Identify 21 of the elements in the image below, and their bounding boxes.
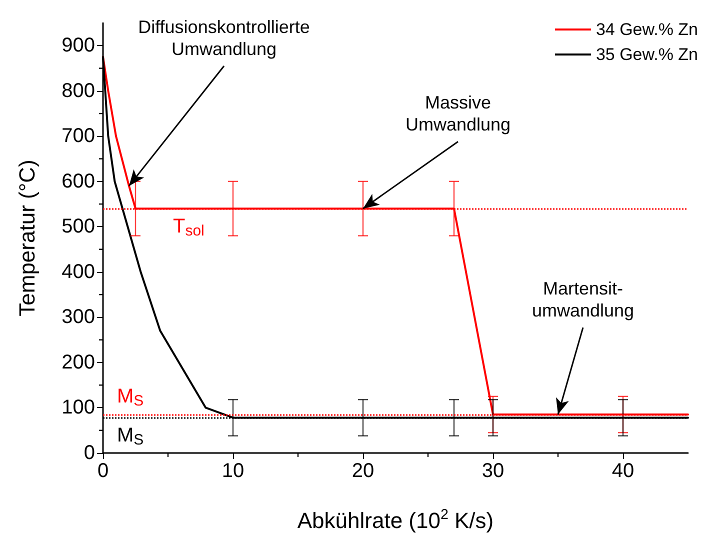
y-tick-label: 600 [62,170,95,192]
annotation: Diffusionskontrollierte Umwandlung [138,17,310,59]
y-tick-label: 100 [62,396,95,419]
y-tick-label: 200 [62,351,95,374]
y-axis-title: Temperatur (°C) [14,160,40,316]
legend-label: 35 Gew.% Zn [596,45,698,64]
y-tick-label: 300 [62,306,95,328]
y-tick-label: 800 [62,80,95,102]
x-tick-label: 40 [612,460,634,482]
y-tick-label: 0 [84,442,95,464]
y-tick-label: 900 [62,34,95,57]
x-tick-label: 10 [222,460,244,482]
legend-label: 34 Gew.% Zn [596,20,698,39]
annotation: Martensit- umwandlung [532,278,634,321]
y-tick-label: 400 [62,260,95,283]
x-tick-label: 0 [97,460,109,482]
y-tick-label: 500 [62,216,95,238]
annotation: Massive Umwandlung [405,92,511,135]
x-tick-label: 20 [352,460,374,482]
x-tick-label: 30 [482,460,504,482]
y-tick-label: 700 [62,125,95,148]
